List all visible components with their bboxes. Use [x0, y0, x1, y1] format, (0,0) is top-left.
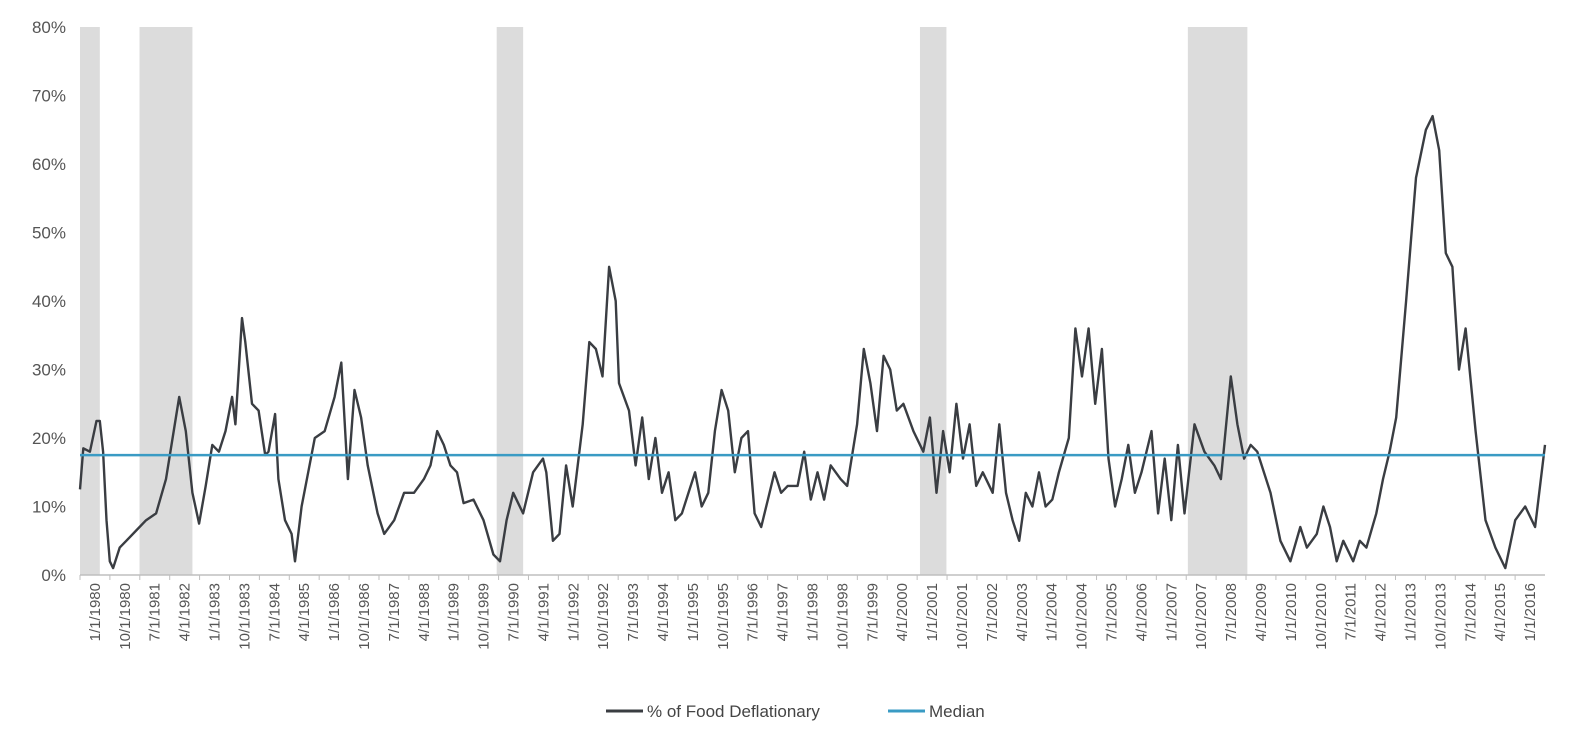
x-tick-label: 10/1/1992 — [595, 583, 612, 650]
x-tick-label: 7/1/1999 — [864, 583, 881, 641]
x-tick-label: 7/1/2014 — [1462, 583, 1479, 641]
legend-label-median: Median — [929, 702, 985, 721]
x-tick-label: 10/1/2007 — [1193, 583, 1210, 650]
x-tick-label: 4/1/1982 — [177, 583, 194, 641]
x-tick-label: 1/1/1980 — [87, 583, 104, 641]
x-tick-label: 4/1/1991 — [535, 583, 552, 641]
x-tick-label: 4/1/2009 — [1253, 583, 1270, 641]
series-line-food-deflationary — [78, 114, 1547, 570]
x-tick-label: 7/1/2008 — [1223, 583, 1240, 641]
x-tick-label: 10/1/2010 — [1313, 583, 1330, 650]
recession-shading — [80, 27, 1248, 575]
legend-label-food: % of Food Deflationary — [647, 702, 820, 721]
x-tick-label: 10/1/2004 — [1074, 583, 1091, 650]
y-tick-label: 70% — [32, 87, 66, 106]
y-tick-label: 30% — [32, 361, 66, 380]
x-tick-label: 4/1/1988 — [416, 583, 433, 641]
y-tick-label: 10% — [32, 498, 66, 517]
x-tick-label: 10/1/1989 — [476, 583, 493, 650]
x-tick-label: 4/1/2003 — [1014, 583, 1031, 641]
x-tick-label: 7/1/2011 — [1343, 583, 1360, 640]
x-tick-label: 4/1/1985 — [296, 583, 313, 641]
x-tick-label: 7/1/1990 — [506, 583, 523, 641]
x-tick-label: 1/1/2007 — [1163, 583, 1180, 641]
x-tick-label: 7/1/1984 — [266, 583, 283, 641]
x-tick-label: 4/1/2006 — [1133, 583, 1150, 641]
x-tick-label: 7/1/1987 — [386, 583, 403, 641]
y-tick-label: 20% — [32, 429, 66, 448]
shaded-period-2 — [496, 27, 524, 575]
y-tick-label: 0% — [41, 566, 66, 585]
x-tick-label: 10/1/1980 — [117, 583, 134, 650]
x-tick-label: 10/1/1983 — [236, 583, 253, 650]
y-tick-label: 50% — [32, 224, 66, 243]
y-tick-label: 40% — [32, 292, 66, 311]
shaded-period-0 — [80, 27, 100, 575]
x-tick-label: 1/1/1995 — [685, 583, 702, 641]
x-tick-label: 4/1/1994 — [655, 583, 672, 641]
x-tick-label: 1/1/1983 — [207, 583, 224, 641]
x-tick-label: 1/1/2010 — [1283, 583, 1300, 641]
shaded-period-1 — [139, 27, 193, 575]
y-tick-label: 80% — [32, 18, 66, 37]
x-tick-label: 1/1/2016 — [1522, 583, 1539, 641]
x-tick-label: 1/1/2001 — [924, 583, 941, 641]
x-tick-label: 10/1/1998 — [834, 583, 851, 650]
x-tick-label: 4/1/2000 — [894, 583, 911, 641]
x-tick-label: 1/1/1998 — [805, 583, 822, 641]
x-tick-label: 7/1/2005 — [1103, 583, 1120, 641]
x-tick-label: 1/1/2013 — [1402, 583, 1419, 641]
x-tick-label: 7/1/1993 — [625, 583, 642, 641]
series-layer — [78, 114, 1547, 570]
x-tick-label: 1/1/1989 — [446, 583, 463, 641]
x-tick-label: 4/1/2015 — [1492, 583, 1509, 641]
shaded-period-4 — [1187, 27, 1248, 575]
x-tick-label: 4/1/1997 — [775, 583, 792, 641]
x-tick-label: 10/1/1986 — [356, 583, 373, 650]
x-tick-label: 7/1/2002 — [984, 583, 1001, 641]
x-tick-label: 1/1/1986 — [326, 583, 343, 641]
x-tick-label: 7/1/1981 — [147, 583, 164, 641]
x-tick-label: 1/1/1992 — [565, 583, 582, 641]
legend: % of Food Deflationary Median — [606, 702, 985, 721]
x-tick-label: 7/1/1996 — [745, 583, 762, 641]
shaded-period-3 — [919, 27, 947, 575]
x-tick-label: 4/1/2012 — [1373, 583, 1390, 641]
x-tick-label: 10/1/2001 — [954, 583, 971, 650]
x-tick-label: 10/1/2013 — [1432, 583, 1449, 650]
y-tick-label: 60% — [32, 155, 66, 174]
x-tick-label: 10/1/1995 — [715, 583, 732, 650]
x-tick-label: 1/1/2004 — [1044, 583, 1061, 641]
axes: 0% 10% 20% 30% 40% 50% 60% 70% 80% 1/1/1980 10/1/1… — [32, 18, 1545, 650]
